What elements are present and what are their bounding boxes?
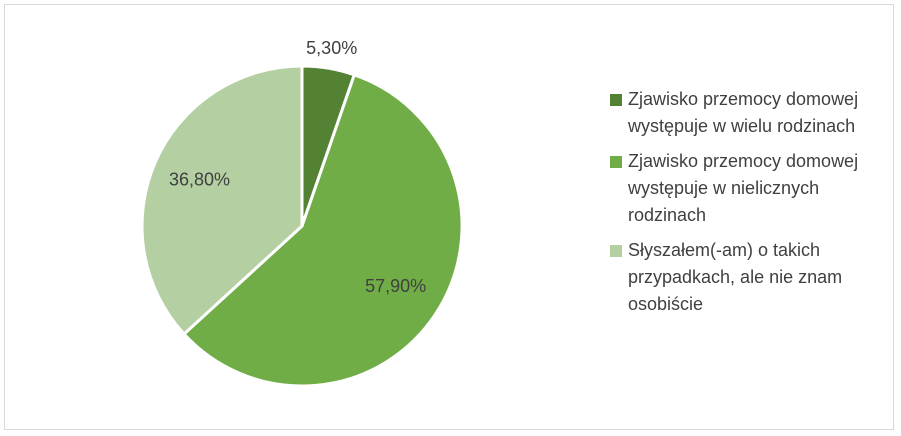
legend-label: Słyszałem(-am) o takich przypadkach, ale… (628, 240, 843, 314)
legend-entry: Zjawisko przemocy domowej występuje w ni… (610, 148, 880, 229)
data-label: 5,30% (306, 38, 357, 58)
pie-slice (181, 72, 464, 388)
data-label: 36,80% (169, 170, 230, 190)
legend-entry: Zjawisko przemocy domowej występuje w wi… (610, 86, 880, 140)
data-label: 57,90% (365, 276, 426, 296)
legend: Zjawisko przemocy domowej występuje w wi… (610, 86, 880, 326)
chart-border (4, 4, 894, 430)
legend-entry: Słyszałem(-am) o takich przypadkach, ale… (610, 237, 880, 318)
legend-swatch (610, 94, 622, 106)
legend-swatch (610, 156, 622, 168)
pie-slice (140, 64, 304, 337)
legend-swatch (610, 245, 622, 257)
legend-label: Zjawisko przemocy domowej występuje w wi… (628, 89, 859, 136)
legend-label: Zjawisko przemocy domowej występuje w ni… (628, 151, 859, 225)
